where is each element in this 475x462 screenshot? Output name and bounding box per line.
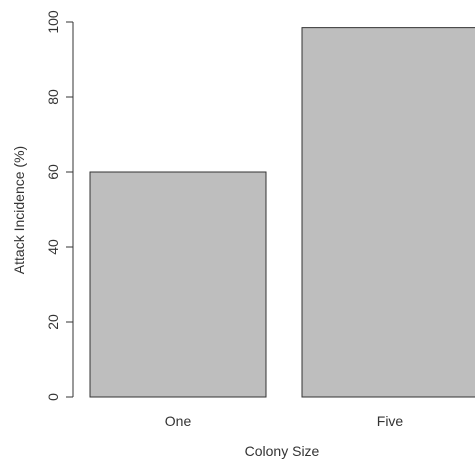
- x-tick-label-five: Five: [377, 413, 404, 429]
- x-axis-title: Colony Size: [245, 443, 320, 459]
- bar-one: [89, 171, 267, 398]
- y-axis-title: Attack Incidence (%): [11, 146, 27, 274]
- y-tick-label: 60: [45, 164, 61, 180]
- x-tick-labels: One Five: [165, 413, 404, 429]
- y-tick-label: 0: [45, 393, 61, 401]
- x-tick-label-one: One: [165, 413, 192, 429]
- bars-group: [89, 27, 475, 398]
- y-axis: 0 20 40 60 80 100: [45, 10, 74, 401]
- bar-five: [301, 27, 475, 398]
- y-ticks: 0 20 40 60 80 100: [45, 10, 73, 401]
- y-tick-label: 80: [45, 89, 61, 105]
- y-tick-label: 100: [45, 10, 61, 34]
- y-tick-label: 40: [45, 239, 61, 255]
- y-tick-label: 20: [45, 314, 61, 330]
